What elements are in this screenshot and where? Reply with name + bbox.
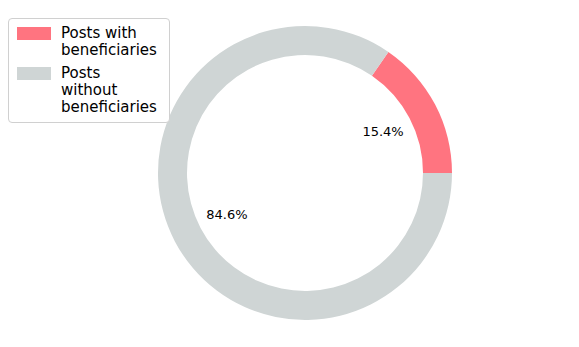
html-text:Posts with beneficiaries: Posts with beneficiaries xyxy=(61,24,157,59)
html-text:Posts without beneficiaries: Posts without beneficiaries xyxy=(61,64,157,116)
svg-text:15.4%: 15.4% xyxy=(362,124,403,139)
svg-text:84.6%: 84.6% xyxy=(206,207,247,222)
